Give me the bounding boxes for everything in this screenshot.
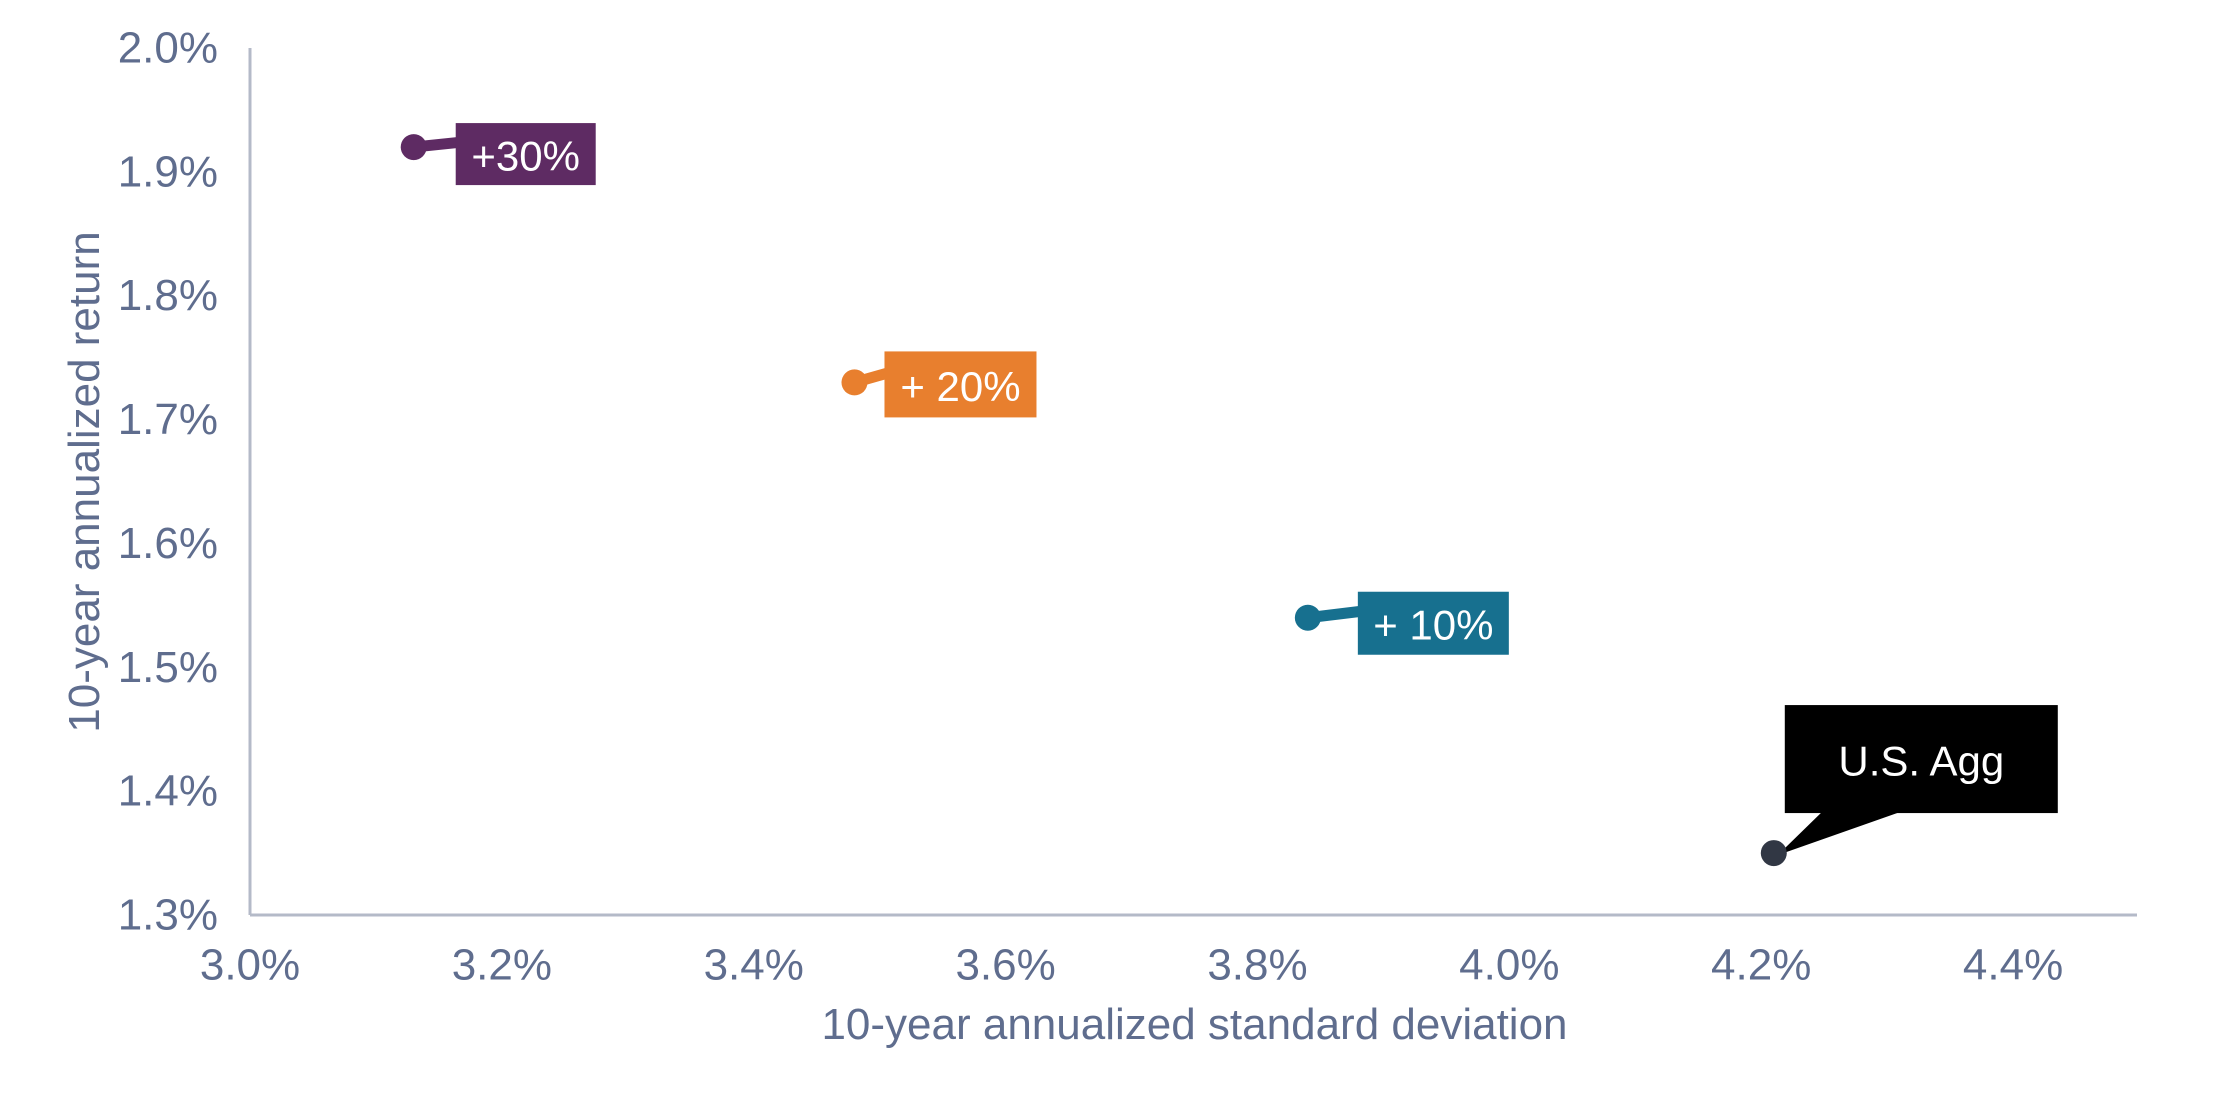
y-tick-label: 1.8% [118, 271, 218, 320]
data-point-callout [884, 351, 1037, 418]
data-point-label: + 20% [900, 363, 1020, 410]
data-point-dot [400, 134, 427, 161]
y-tick-label: 1.6% [118, 519, 218, 568]
x-tick-label: 4.2% [1711, 941, 1811, 990]
y-tick-label: 1.5% [118, 643, 218, 692]
x-tick-label: 3.0% [200, 941, 300, 990]
y-tick-label: 1.4% [118, 767, 218, 816]
x-tick-label: 3.8% [1207, 941, 1307, 990]
data-point-callout [1357, 591, 1509, 655]
x-tick-label: 4.0% [1459, 941, 1559, 990]
x-axis-title: 10-year annualized standard deviation [821, 1000, 1568, 1049]
callout-pointer [1777, 812, 1900, 856]
data-point-label: +30% [471, 133, 580, 180]
data-point-dot [841, 369, 868, 396]
data-point-dot [1760, 840, 1787, 867]
x-tick-label: 3.2% [452, 941, 552, 990]
data-point-label: + 10% [1373, 602, 1493, 649]
data-point-label: U.S. Agg [1838, 738, 2004, 785]
x-tick-label: 4.4% [1963, 941, 2063, 990]
x-tick-label: 3.4% [704, 941, 804, 990]
y-axis-title: 10-year annualized return [60, 231, 109, 733]
x-tick-label: 3.6% [955, 941, 1055, 990]
y-tick-label: 1.3% [118, 891, 218, 940]
data-point-callout [1784, 705, 2058, 814]
y-tick-label: 1.9% [118, 147, 218, 196]
y-tick-label: 1.7% [118, 395, 218, 444]
data-point-dot [1294, 604, 1321, 631]
y-tick-label: 2.0% [118, 24, 218, 73]
data-point-callout [455, 123, 596, 186]
